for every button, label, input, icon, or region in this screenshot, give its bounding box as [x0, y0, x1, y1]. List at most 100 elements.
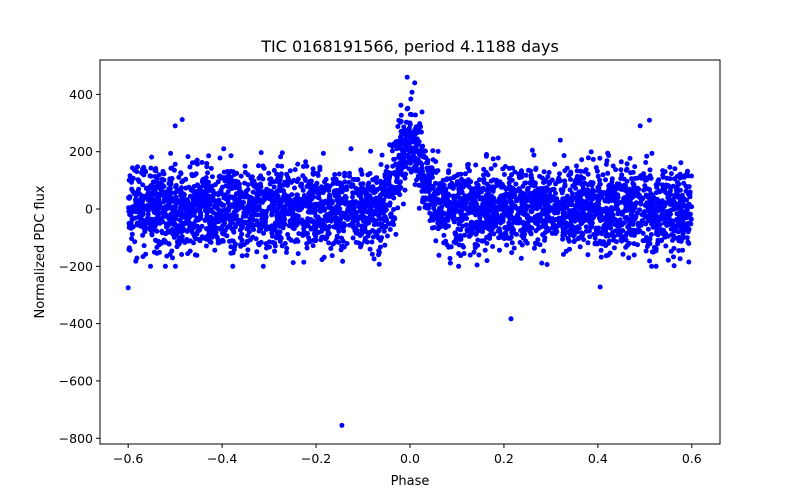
- data-point: [663, 182, 669, 188]
- data-point: [333, 204, 339, 210]
- data-point: [634, 175, 640, 181]
- data-point: [667, 197, 673, 203]
- data-point: [313, 238, 318, 244]
- data-point: [447, 260, 453, 266]
- data-point: [409, 112, 415, 118]
- data-point: [126, 224, 132, 230]
- data-point: [668, 171, 674, 177]
- data-point: [430, 183, 436, 189]
- data-point: [528, 172, 534, 178]
- data-point: [562, 183, 568, 189]
- data-point: [424, 177, 430, 183]
- data-point: [255, 221, 261, 226]
- data-point: [447, 255, 453, 261]
- data-point: [263, 254, 269, 260]
- data-point: [128, 212, 134, 218]
- data-point: [228, 168, 234, 174]
- data-point: [624, 178, 630, 184]
- data-point: [264, 245, 269, 251]
- data-point: [281, 188, 286, 194]
- data-point: [640, 238, 646, 244]
- data-point: [592, 241, 598, 247]
- data-point: [226, 205, 232, 211]
- data-point: [644, 214, 650, 220]
- data-point: [304, 245, 310, 251]
- data-point: [652, 205, 658, 211]
- data-point: [260, 263, 266, 269]
- data-point: [448, 212, 454, 218]
- data-point: [419, 162, 425, 167]
- data-point: [245, 182, 251, 188]
- data-point: [597, 215, 602, 221]
- data-point: [459, 190, 465, 196]
- data-point: [624, 161, 630, 167]
- x-tick-label: −0.2: [301, 451, 331, 466]
- data-point: [217, 213, 223, 219]
- data-point: [456, 263, 462, 269]
- data-point: [129, 217, 135, 223]
- data-point: [176, 241, 182, 247]
- data-point: [353, 239, 359, 245]
- data-point: [488, 166, 494, 172]
- data-point: [458, 218, 464, 224]
- data-point: [228, 244, 234, 250]
- data-point: [427, 166, 433, 172]
- data-point: [550, 222, 556, 228]
- data-point: [303, 159, 309, 165]
- data-point: [217, 239, 223, 245]
- data-point: [546, 209, 552, 215]
- data-point: [631, 252, 637, 258]
- data-point: [491, 212, 497, 218]
- data-point: [532, 240, 538, 246]
- data-point: [519, 233, 525, 239]
- data-point: [654, 229, 660, 234]
- data-point: [678, 219, 684, 225]
- data-point: [185, 251, 191, 257]
- data-point: [303, 231, 309, 237]
- data-point: [490, 223, 496, 229]
- data-point: [154, 206, 160, 212]
- data-point: [220, 223, 226, 229]
- data-point: [641, 209, 647, 215]
- data-point: [255, 205, 260, 211]
- data-point: [131, 190, 137, 196]
- data-point: [406, 125, 412, 131]
- data-point: [362, 229, 368, 234]
- data-point: [409, 145, 415, 151]
- data-point: [206, 183, 212, 189]
- data-point: [277, 183, 283, 189]
- outlier-point: [412, 80, 418, 86]
- data-point: [479, 186, 485, 192]
- data-point: [618, 167, 624, 173]
- data-point: [670, 237, 675, 243]
- data-point: [583, 224, 589, 230]
- data-point: [617, 223, 623, 229]
- data-point: [199, 201, 205, 207]
- data-point: [193, 236, 199, 241]
- data-point: [479, 226, 485, 232]
- data-point: [191, 240, 196, 246]
- data-point: [601, 206, 607, 212]
- data-point: [386, 180, 392, 186]
- outlier-point: [647, 117, 652, 123]
- data-point: [610, 237, 616, 243]
- data-point: [467, 252, 473, 258]
- data-point: [183, 185, 189, 191]
- data-point: [381, 228, 387, 234]
- data-point: [618, 186, 624, 192]
- data-point: [206, 188, 212, 194]
- data-point: [590, 187, 595, 193]
- data-point: [465, 165, 471, 170]
- data-point: [208, 165, 214, 171]
- data-point: [218, 175, 224, 181]
- data-point: [162, 194, 168, 200]
- data-point: [196, 215, 202, 221]
- data-point: [574, 214, 580, 219]
- data-point: [225, 189, 231, 195]
- data-point: [414, 177, 419, 183]
- data-point: [437, 198, 443, 204]
- data-point: [552, 197, 558, 203]
- data-point: [208, 220, 213, 226]
- data-point: [643, 160, 649, 165]
- data-point: [446, 244, 452, 250]
